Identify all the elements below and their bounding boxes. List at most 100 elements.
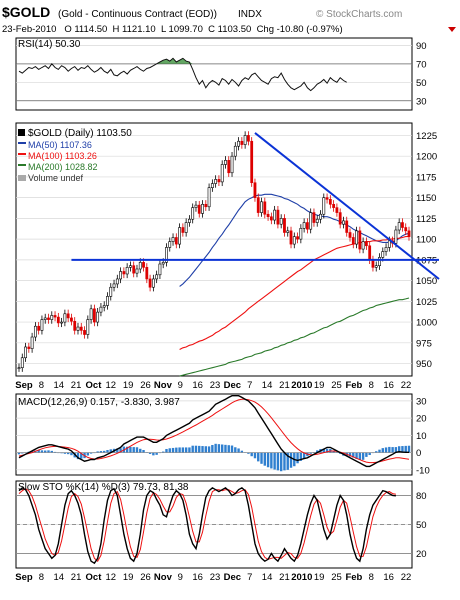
ma200-line [179, 297, 410, 377]
macd-histogram-bar [80, 452, 83, 459]
candle-body [210, 183, 214, 189]
macd-histogram-bar [175, 447, 178, 453]
candle-body [194, 204, 198, 208]
macd-histogram-bar [273, 452, 276, 470]
candle-body [351, 237, 355, 245]
candle-body [201, 203, 204, 214]
y-tick-label: 1050 [416, 276, 437, 287]
macd-histogram-bar [263, 452, 266, 466]
candle-body [220, 164, 224, 183]
macd-histogram-bar [191, 445, 194, 453]
candle-body [50, 315, 54, 320]
macd-histogram-bar [86, 452, 90, 456]
y-tick-label: 50 [416, 520, 427, 531]
legend-ma200: MA(200) 1028.82 [28, 162, 98, 172]
x-tick-label: 21 [279, 380, 290, 391]
x-tick-label: Sep [15, 380, 33, 391]
macd-histogram-bar [289, 452, 293, 468]
x-tick-label: Feb [345, 572, 362, 583]
price-title: $GOLD (Daily) 1103.50 [28, 128, 132, 139]
x-tick-label: 23 [210, 380, 221, 391]
macd-histogram-bar [181, 447, 185, 453]
macd-histogram-bar [220, 444, 224, 453]
candle-body [191, 207, 195, 220]
candle-body [394, 229, 398, 244]
candle-body [17, 367, 21, 370]
price-legend-swatch [18, 129, 25, 136]
x-tick-label: 7 [247, 380, 252, 391]
candle-body [374, 265, 378, 268]
legend-ma50-swatch [18, 142, 26, 144]
candle-body [109, 286, 113, 297]
macd-histogram-bar [76, 452, 80, 460]
candle-body [142, 262, 145, 268]
macd-histogram-bar [188, 447, 191, 453]
macd-histogram-bar [365, 452, 368, 457]
candle-body [247, 135, 250, 142]
x-tick-label: 25 [331, 572, 342, 583]
candle-body [286, 230, 290, 233]
macd-histogram-bar [361, 452, 365, 460]
y-tick-label: 1150 [416, 193, 436, 204]
candle-body [224, 160, 227, 165]
candle-body [119, 271, 122, 280]
macd-histogram-bar [47, 450, 50, 453]
down-arrow-icon [448, 27, 456, 32]
macd-histogram-bar [325, 448, 329, 453]
x-tick-label: Dec [224, 380, 241, 391]
rsi-overbought-fill [19, 58, 347, 64]
candle-body [47, 317, 50, 320]
candle-body [106, 296, 109, 306]
candle-body [355, 230, 358, 245]
x-tick-label: 22 [401, 572, 412, 583]
macd-histogram-bar [142, 450, 145, 453]
candle-body [243, 135, 247, 145]
exchange-label: INDX [238, 9, 262, 20]
candle-body [66, 313, 70, 319]
candle-body [112, 283, 116, 288]
candle-body [33, 325, 37, 338]
candle-body [332, 203, 336, 208]
y-tick-label: 30 [416, 96, 427, 107]
y-tick-label: 10 [416, 431, 427, 442]
macd-histogram-bar [404, 445, 407, 453]
macd-signal-line [18, 398, 410, 464]
candle-body [63, 313, 67, 323]
quote-line: 23-Feb-2010 O 1114.50 H 1121.10 L 1099.7… [2, 24, 343, 35]
brand-label[interactable]: © StockCharts.com [316, 9, 402, 20]
macd-histogram-bar [214, 443, 217, 453]
panel-frame [15, 393, 413, 476]
candle-body [312, 212, 316, 223]
macd-histogram-bar [247, 452, 250, 454]
legend-ma200-swatch [18, 164, 26, 166]
ma100-line [179, 236, 409, 350]
candle-body [165, 247, 168, 263]
candle-body [358, 230, 362, 250]
candle-body [53, 315, 57, 318]
macd-histogram-bar [37, 450, 40, 453]
x-tick-label: 9 [178, 380, 183, 391]
candle-body [237, 140, 240, 147]
x-tick-label: 8 [369, 572, 374, 583]
macd-histogram-bar [106, 450, 109, 453]
candle-body [161, 262, 165, 265]
candle-body [60, 321, 64, 324]
macd-histogram-bar [217, 444, 221, 453]
legend-volume-swatch [18, 175, 26, 181]
resistance-trendline [254, 132, 440, 280]
macd-histogram-bar [21, 452, 24, 454]
macd-histogram-bar [125, 446, 129, 453]
candle-body [263, 201, 267, 215]
candle-body [178, 227, 181, 245]
macd-histogram-bar [397, 446, 401, 453]
x-tick-label: 19 [314, 572, 325, 583]
candle-body [397, 222, 401, 231]
macd-histogram-bar [394, 447, 398, 453]
candle-body [73, 320, 77, 331]
macd-histogram-bar [368, 452, 371, 456]
y-tick-label: 20 [416, 414, 427, 425]
macd-histogram-bar [299, 452, 303, 461]
x-tick-label: 12 [106, 572, 117, 583]
candle-body [155, 274, 159, 280]
